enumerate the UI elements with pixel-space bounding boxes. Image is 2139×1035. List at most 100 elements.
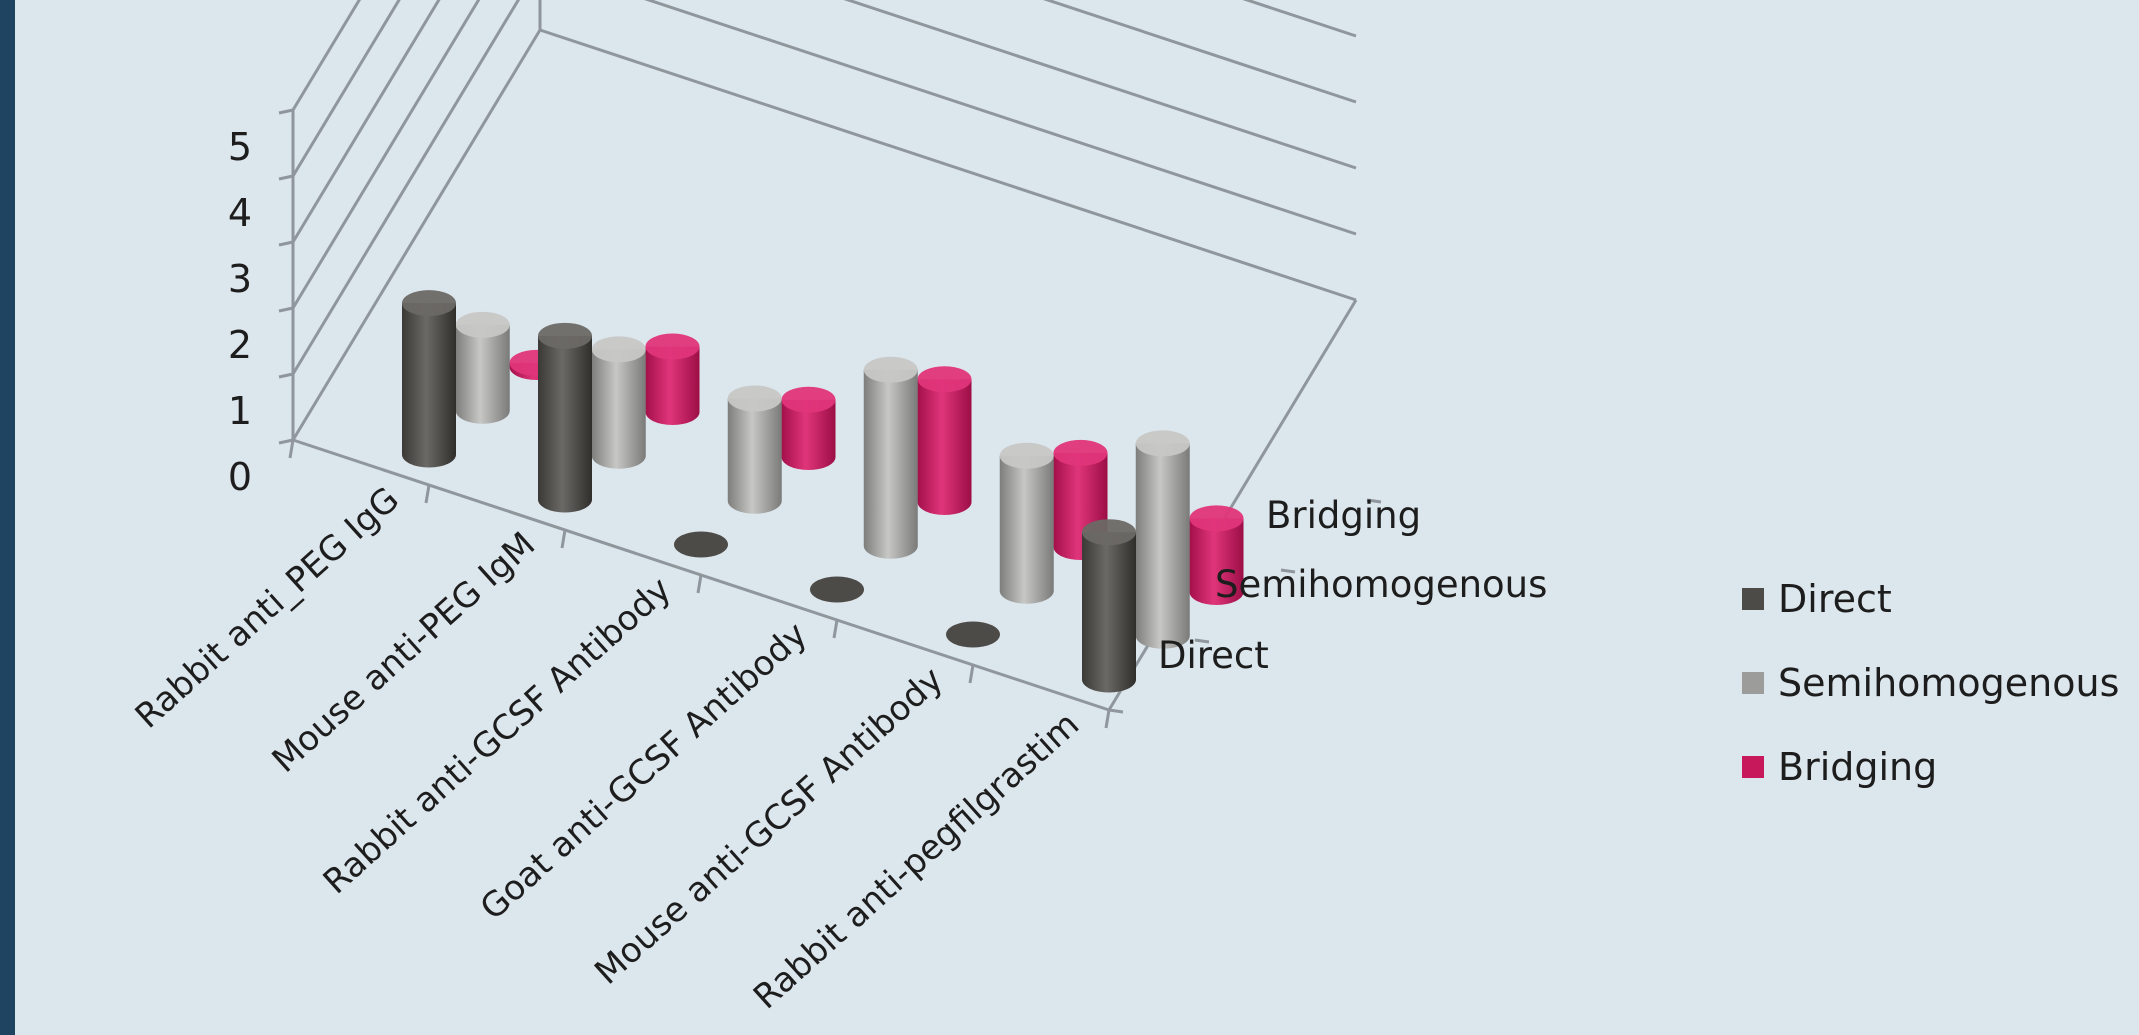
bar-base: [810, 576, 864, 603]
bar-body: [591, 349, 646, 469]
bar-bridging-3: [917, 366, 972, 515]
y-tick-label: 3: [228, 257, 252, 301]
bar-top: [538, 322, 592, 349]
bar-body: [402, 303, 456, 468]
gridline-side: [291, 29, 542, 441]
gridline-side: [291, 0, 401, 177]
bar-body: [999, 455, 1054, 604]
y-tick-mark: [278, 174, 294, 181]
bar-semihomogenous-2: [727, 385, 782, 514]
bar-top: [917, 366, 972, 393]
bar-body: [781, 399, 836, 470]
depth-labels: Direct Semihomogenous Bridging: [1158, 494, 1547, 677]
legend-swatch-bridging: [1742, 756, 1764, 778]
bar-body: [863, 369, 918, 559]
bar-body: [917, 379, 972, 515]
legend-item-bridging: Bridging: [1742, 725, 2119, 809]
bar-base: [946, 621, 1000, 648]
bar-top: [999, 442, 1054, 469]
bar-top: [863, 356, 918, 383]
bar-top: [727, 385, 782, 412]
legend-swatch-semihomogenous: [1742, 672, 1764, 694]
bar-semihomogenous-4: [999, 442, 1054, 604]
axis-layer: [278, 0, 1382, 729]
bar-top: [1053, 439, 1108, 466]
x-tick-mark: [560, 529, 567, 549]
x-tick-mark: [1104, 709, 1111, 729]
z-tick-mark: [1280, 568, 1296, 574]
z-tick-label: Bridging: [1266, 494, 1421, 537]
bar-direct-4: [946, 621, 1000, 648]
legend-label-bridging: Bridging: [1778, 745, 1938, 789]
bar-top: [455, 311, 510, 338]
bar-direct-3: [810, 576, 864, 603]
x-tick-mark: [832, 619, 839, 639]
legend-item-semihomogenous: Semihomogenous: [1742, 641, 2119, 725]
y-tick-mark: [278, 438, 294, 445]
bar-top: [1082, 519, 1136, 546]
gridline-back: [1042, 0, 1357, 104]
x-tick-label: Goat anti-GCSF Antibody: [473, 614, 815, 928]
bar-semihomogenous-1: [591, 336, 646, 469]
bar-top: [1135, 430, 1190, 457]
bar-top: [591, 336, 646, 363]
y-tick-label: 0: [228, 455, 252, 499]
x-tick-label: Rabbit anti-pegfilgrastim: [746, 704, 1087, 1017]
y-tick-mark: [278, 108, 294, 115]
bar-body: [1135, 443, 1190, 649]
bar-body: [727, 398, 782, 514]
bar-direct-2: [674, 531, 728, 558]
bar-bridging-2: [781, 386, 836, 470]
bar-top: [645, 333, 700, 360]
y-tick-label: 5: [228, 125, 252, 169]
y-tick-label: 4: [228, 191, 252, 235]
z-tick-label: Direct: [1158, 634, 1269, 677]
bar-semihomogenous-0: [455, 311, 510, 424]
legend-swatch-direct: [1742, 588, 1764, 610]
gridline-side: [291, 0, 441, 243]
y-tick-mark: [278, 306, 294, 313]
bar-base: [674, 531, 728, 558]
left-border-strip: [0, 0, 15, 1035]
gridline-back: [539, 28, 1357, 302]
legend-item-direct: Direct: [1742, 557, 2119, 641]
z-tick-mark: [1366, 498, 1382, 504]
bar-semihomogenous-3: [863, 356, 918, 559]
gridline-side: [291, 0, 521, 375]
z-tick-label: Semihomogenous: [1215, 563, 1547, 606]
bar-direct-5: [1082, 519, 1136, 693]
bar-body: [538, 335, 592, 513]
x-tick-mark: [288, 439, 295, 459]
y-tick-labels: 0 1 2 3 4 5: [228, 125, 252, 499]
bar-body: [645, 346, 700, 425]
z-tick-mark: [1194, 638, 1210, 644]
legend-label-semihomogenous: Semihomogenous: [1778, 661, 2120, 705]
bar-body: [455, 324, 510, 424]
grid-layer: [291, 0, 1357, 441]
gridline-back: [843, 0, 1357, 170]
z-tick-mark: [1108, 708, 1124, 714]
y-tick-label: 2: [228, 323, 252, 367]
bar-top: [781, 386, 836, 413]
legend-label-direct: Direct: [1778, 577, 1892, 621]
gridline-side: [291, 0, 481, 309]
gridline-side: [291, 0, 362, 111]
y-tick-label: 1: [228, 389, 252, 433]
bar-layer: [402, 290, 1244, 693]
bar-body: [1082, 532, 1136, 693]
bar-top: [402, 290, 456, 317]
x-tick-mark: [424, 484, 431, 504]
bar-bridging-5: [1189, 505, 1244, 605]
gridline-back: [644, 0, 1357, 236]
bar-top: [1189, 505, 1244, 532]
bar-body: [1189, 518, 1244, 605]
bar-direct-1: [538, 322, 592, 513]
legend: Direct Semihomogenous Bridging: [1742, 557, 2119, 809]
x-tick-mark: [968, 664, 975, 684]
bar-direct-0: [402, 290, 456, 468]
bar-bridging-1: [645, 333, 700, 425]
y-tick-mark: [278, 372, 294, 379]
